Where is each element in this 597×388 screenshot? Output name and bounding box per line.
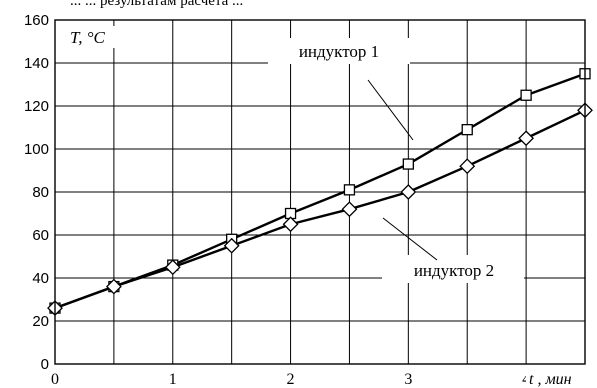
series-1-point [402, 158, 414, 170]
x-axis-label: t , мин [529, 371, 572, 388]
series-1-point [461, 124, 473, 136]
series-2-point [341, 201, 358, 218]
y-tick-label: 40 [32, 270, 49, 287]
y-tick-label: 100 [24, 141, 49, 158]
grid [54, 19, 586, 365]
plot-frame [54, 19, 586, 365]
series-2-point [105, 278, 122, 295]
y-tick-label: 80 [32, 184, 49, 201]
cut-header-text: ... ... результатам расчета ... [70, 0, 243, 9]
series-1-point [520, 89, 532, 101]
x-tick-labels: 01234 [51, 371, 530, 388]
series-1-point [343, 184, 356, 196]
y-tick-label: 0 [41, 356, 49, 373]
y-tick-label: 120 [24, 98, 49, 115]
series-2-point [518, 130, 535, 147]
series-2-point [282, 216, 299, 233]
leader-line-1 [367, 79, 414, 141]
y-tick-label: 160 [24, 12, 49, 29]
y-tick-label: 140 [24, 55, 49, 72]
series-lines [54, 72, 586, 310]
legend-label-1: индуктор 1 [299, 42, 379, 61]
y-axis-label-background [66, 26, 126, 48]
y-tick-label: 60 [32, 227, 49, 244]
x-tick-label: 2 [287, 371, 295, 388]
legend-label-2-background [382, 255, 524, 283]
series-2-point [459, 158, 476, 175]
leader-line-2 [382, 217, 438, 261]
x-tick-label: 3 [404, 371, 412, 388]
series-2-point [223, 237, 240, 254]
legend-label-2: индуктор 2 [414, 261, 494, 280]
y-tick-label: 20 [32, 313, 49, 330]
y-axis-label: T, °C [70, 28, 105, 47]
x-tick-label: 1 [169, 371, 177, 388]
x-axis-label-background [526, 370, 590, 388]
series-2-point [164, 259, 181, 276]
x-tick-label: 0 [51, 371, 59, 388]
legend-label-1-background [268, 38, 410, 64]
series-line-2 [54, 109, 586, 310]
series-2-point [400, 184, 417, 200]
y-tick-labels: 0 20 40 60 80 100 120 140 160 [24, 12, 49, 373]
